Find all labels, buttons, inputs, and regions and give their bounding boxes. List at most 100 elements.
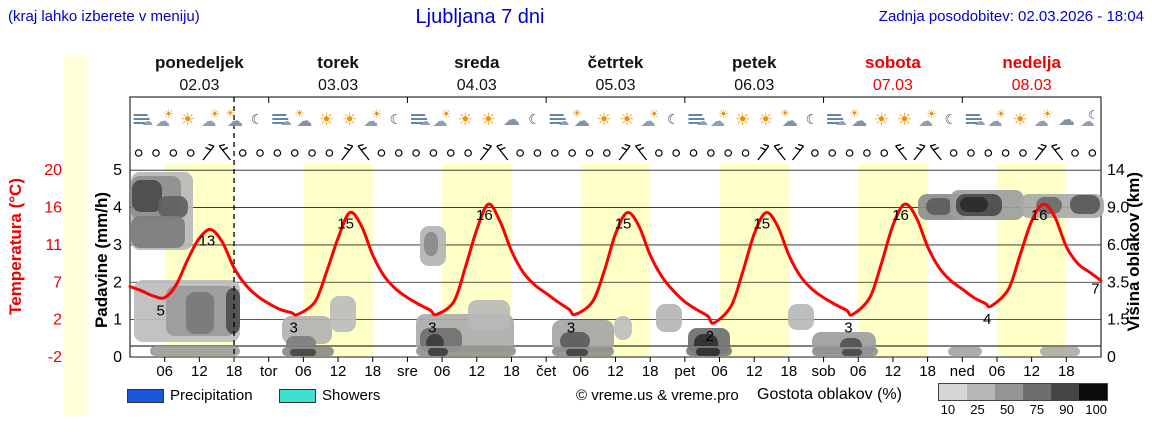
cloud-blob	[131, 216, 185, 248]
cloud-density-scale	[938, 383, 1108, 401]
wind-barb-icon	[792, 143, 805, 161]
svg-text:☾: ☾	[390, 112, 403, 128]
moon-icon: ☾	[390, 112, 403, 128]
wind-calm-icon	[828, 149, 837, 157]
cloud-blob	[1040, 347, 1080, 356]
svg-text:☁: ☁	[227, 111, 243, 130]
wind-calm-icon	[464, 149, 472, 157]
page-title: Ljubljana 7 dni	[415, 6, 545, 28]
cloud-blob	[1070, 195, 1100, 214]
last-update-text: Zadnja posodobitev: 02.03.2026 - 18:04	[878, 8, 1144, 25]
wind-calm-icon	[967, 149, 975, 157]
svg-text:☀: ☀	[572, 107, 582, 120]
cloud-blob	[788, 304, 814, 330]
cloud-density-value: 100	[1085, 402, 1108, 417]
svg-text:☁: ☁	[155, 112, 170, 130]
cloud-sun-icon: ☀☁	[780, 107, 798, 130]
svg-text:☀: ☀	[294, 107, 304, 120]
cloud-blob	[926, 198, 952, 215]
moon-icon: ☾	[251, 112, 264, 128]
cloud-axis-tick: 14	[1107, 162, 1125, 179]
svg-text:☁: ☁	[641, 112, 656, 130]
cloud-blob	[428, 348, 448, 356]
cloud-icon: ☁	[503, 110, 520, 130]
wind-calm-icon	[308, 149, 316, 157]
credit-link[interactable]: © vreme.us & vreme.pro	[576, 387, 739, 404]
cloud-blob	[468, 300, 510, 330]
x-axis-label: 18	[503, 363, 520, 380]
svg-text:☀: ☀	[342, 110, 357, 130]
cloud-blob	[330, 296, 356, 332]
temp-axis-tick: 7	[53, 274, 62, 291]
wind-barb-icon	[913, 143, 926, 161]
wind-calm-icon	[724, 149, 733, 157]
wind-barb-icon	[479, 143, 492, 161]
cloud-blob	[948, 347, 982, 356]
temp-end-label: 7	[1091, 281, 1099, 298]
wind-calm-icon	[412, 149, 420, 157]
x-axis-label: 12	[607, 363, 624, 380]
wind-calm-icon	[603, 149, 611, 157]
day-name: ponedeljek	[155, 53, 244, 72]
wind-calm-icon	[949, 149, 958, 157]
wind-barb-icon	[357, 143, 370, 161]
daytime-band	[719, 164, 789, 357]
svg-text:☁: ☁	[419, 115, 430, 128]
wind-cloud-icon: ☁	[410, 114, 430, 128]
x-axis-label: sre	[397, 363, 418, 380]
wind-barb-icon	[895, 143, 908, 161]
wind-calm-icon	[880, 149, 889, 157]
cloud-axis-tick: 3.5	[1107, 274, 1129, 291]
day-name: torek	[317, 53, 359, 72]
day-name: petek	[732, 53, 777, 72]
wind-calm-icon	[429, 149, 438, 157]
wind-barb-icon	[757, 143, 770, 161]
sun-icon: ☀	[897, 110, 912, 130]
cloud-density-segment	[1051, 384, 1079, 400]
svg-text:☀: ☀	[1012, 110, 1027, 130]
svg-text:☁: ☁	[710, 112, 725, 130]
wind-barb-icon	[1051, 143, 1064, 161]
temp-min-label: 3	[428, 320, 436, 337]
svg-text:☾: ☾	[944, 112, 957, 128]
sun-icon: ☀	[458, 110, 473, 130]
cloud-density-segment	[995, 384, 1023, 400]
x-axis-label: 18	[919, 363, 936, 380]
cloud-density-value: 90	[1059, 402, 1074, 417]
wind-calm-icon	[551, 149, 559, 157]
wind-calm-icon	[984, 149, 993, 157]
wind-cloud-icon: ☁	[549, 114, 569, 128]
wind-calm-icon	[707, 149, 715, 157]
wind-calm-icon	[256, 149, 264, 157]
cloud-sun-icon: ☀☁	[225, 107, 243, 130]
x-axis-label: 12	[191, 363, 208, 380]
day-date: 03.03	[318, 77, 358, 94]
day-name: nedelja	[1002, 53, 1061, 72]
svg-text:☁: ☁	[433, 112, 448, 130]
temp-max-label: 16	[1031, 207, 1048, 224]
wind-barb-icon	[618, 143, 631, 161]
x-axis-label: 06	[711, 363, 728, 380]
svg-text:☀: ☀	[180, 110, 195, 130]
svg-text:☁: ☁	[1034, 112, 1049, 130]
precip-axis-tick: 0	[113, 349, 122, 366]
x-axis-label: sob	[811, 363, 835, 380]
wind-calm-icon	[1019, 149, 1027, 157]
svg-text:☁: ☁	[1080, 114, 1094, 130]
svg-text:☁: ☁	[574, 111, 590, 130]
moon-icon: ☾	[528, 112, 541, 128]
svg-text:☀: ☀	[481, 110, 496, 130]
temp-min-label: 3	[567, 320, 575, 337]
svg-text:☀: ☀	[996, 107, 1007, 121]
cloud-blob	[566, 349, 588, 356]
wind-calm-icon	[1001, 149, 1010, 157]
sun-icon: ☀	[735, 110, 750, 130]
cloud-blob	[150, 346, 240, 356]
temp-axis-tick: 11	[45, 237, 62, 254]
day-date: 07.03	[873, 77, 913, 94]
cloud-blob	[226, 288, 240, 334]
temp-min-label: 5	[157, 303, 165, 320]
cloud-blob	[560, 332, 590, 350]
precip-axis-tick: 2	[113, 274, 122, 291]
